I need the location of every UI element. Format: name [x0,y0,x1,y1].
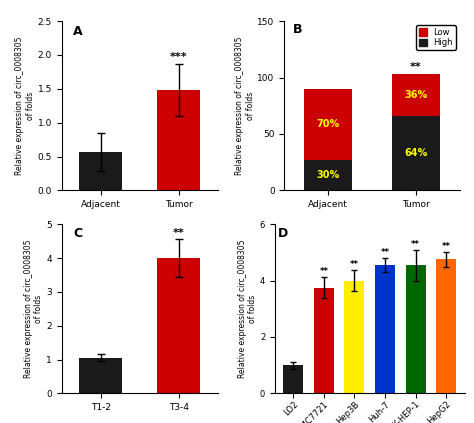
Text: **: ** [410,62,422,71]
Bar [304,89,352,160]
Bar [157,90,201,190]
Y-axis label: Relative expression of circ_0008305
of folds: Relative expression of circ_0008305 of f… [24,239,43,378]
Bar [392,116,440,190]
Bar [79,358,122,393]
Y-axis label: Relative expression of circ_0008305
of folds: Relative expression of circ_0008305 of f… [235,36,255,175]
Text: **: ** [442,242,451,251]
Text: D: D [278,227,288,240]
Legend: Low, High: Low, High [416,25,456,50]
Bar [304,160,352,190]
Text: **: ** [350,260,359,269]
Text: ***: *** [170,52,188,62]
Text: B: B [293,23,303,36]
Text: **: ** [319,267,328,276]
Bar [375,265,395,393]
Text: **: ** [173,228,185,238]
Bar [406,265,426,393]
Text: 36%: 36% [404,90,428,100]
Y-axis label: Relative expression of circ_0008305
of folds: Relative expression of circ_0008305 of f… [15,36,35,175]
Text: A: A [73,25,83,38]
Text: **: ** [411,240,420,249]
Text: 30%: 30% [317,170,340,180]
Text: C: C [73,227,82,240]
Text: **: ** [381,248,390,257]
Bar [314,288,334,393]
Bar [436,259,456,393]
Text: 64%: 64% [404,148,428,158]
Text: 70%: 70% [317,119,340,129]
Bar [283,365,303,393]
Bar [392,74,440,116]
Y-axis label: Relative expression of circ_0008305
of folds: Relative expression of circ_0008305 of f… [237,239,257,378]
Bar [157,258,201,393]
Bar [345,280,365,393]
Bar [79,152,122,190]
